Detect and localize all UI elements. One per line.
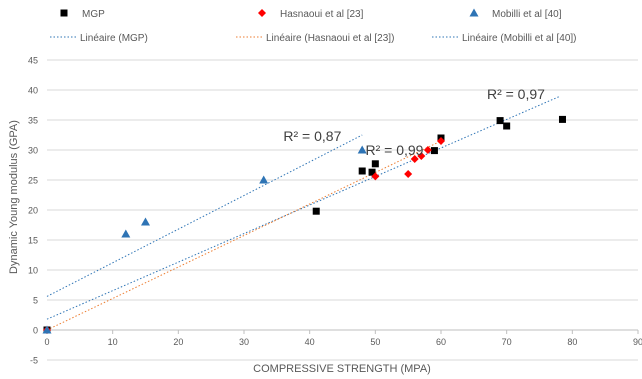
mobilli-point	[141, 217, 150, 226]
y-axis-label: Dynamic Young modulus (GPA)	[8, 120, 20, 274]
mobilli-point	[259, 175, 269, 184]
legend-label: Linéaire (MGP)	[80, 33, 148, 44]
y-tick-label: 10	[28, 266, 38, 276]
x-tick-label: 20	[173, 337, 183, 347]
y-tick-label: 40	[28, 86, 38, 96]
x-tick-label: 50	[370, 337, 380, 347]
legend-label: Mobilli et al [40]	[492, 9, 562, 20]
mobilli-point	[42, 325, 52, 334]
x-tick-label: 60	[436, 337, 446, 347]
axes	[46, 329, 639, 334]
mgp-point	[368, 168, 376, 176]
mgp-point	[558, 115, 566, 123]
r-squared-label: R² = 0,99	[365, 142, 423, 158]
mobilli-point	[357, 145, 367, 154]
x-tick-label: 0	[44, 337, 49, 347]
r-squared-label: R² = 0,87	[283, 128, 341, 144]
hasnaoui-point	[437, 137, 445, 145]
x-tick-label: 10	[108, 337, 118, 347]
hasnaoui-point	[404, 170, 413, 178]
y-tick-label: 30	[28, 146, 38, 156]
gridlines	[47, 59, 638, 361]
y-tick-label: -5	[30, 356, 38, 366]
x-tick-label: 90	[633, 337, 642, 347]
annotations: R² = 0,97 R² = 0,87 R² = 0,99	[283, 86, 545, 158]
legend-label: MGP	[82, 9, 105, 20]
trendline	[46, 140, 442, 331]
x-tick-label: 70	[502, 337, 512, 347]
y-tick-label: 5	[33, 296, 38, 306]
mgp-point	[430, 147, 438, 155]
mgp-point	[312, 207, 320, 215]
hasnaoui-point	[417, 152, 426, 160]
legend-label: Linéaire (Mobilli et al [40])	[462, 33, 577, 44]
legend-marker	[60, 9, 68, 17]
y-tick-label: 45	[28, 56, 38, 66]
mgp-point	[503, 122, 511, 130]
legend-marker	[469, 8, 479, 17]
y-tick-label: 0	[33, 326, 38, 336]
r-squared-label: R² = 0,97	[487, 86, 545, 102]
hasnaoui-point	[423, 146, 432, 154]
y-tick-label: 25	[28, 176, 38, 186]
legend-label: Hasnaoui et al [23]	[280, 9, 364, 20]
legend-label: Linéaire (Hasnaoui et al [23])	[266, 33, 394, 44]
x-tick-label: 40	[305, 337, 315, 347]
legend: MGP Hasnaoui et al [23] Mobilli et al [40]…	[50, 8, 577, 44]
hasnaoui-point	[410, 155, 419, 163]
data-points	[42, 115, 566, 334]
legend-marker	[258, 9, 266, 17]
mgp-point	[358, 167, 366, 175]
x-axis-label: COMPRESSIVE STRENGTH (MPA)	[253, 363, 431, 375]
y-tick-label: 35	[28, 116, 38, 126]
hasnaoui-point	[371, 172, 380, 181]
mgp-point	[371, 160, 379, 168]
tick-labels: -5 0 5 10 15 20 25 30 35 40 45 0 10 20 30 40 50 60 70 80 90	[28, 56, 642, 366]
x-tick-label: 80	[567, 337, 577, 347]
y-tick-label: 20	[28, 206, 38, 216]
x-tick-label: 30	[239, 337, 249, 347]
mobilli-point	[121, 229, 131, 238]
y-tick-label: 15	[28, 236, 38, 246]
mgp-point	[496, 117, 504, 125]
trendline	[46, 134, 363, 297]
